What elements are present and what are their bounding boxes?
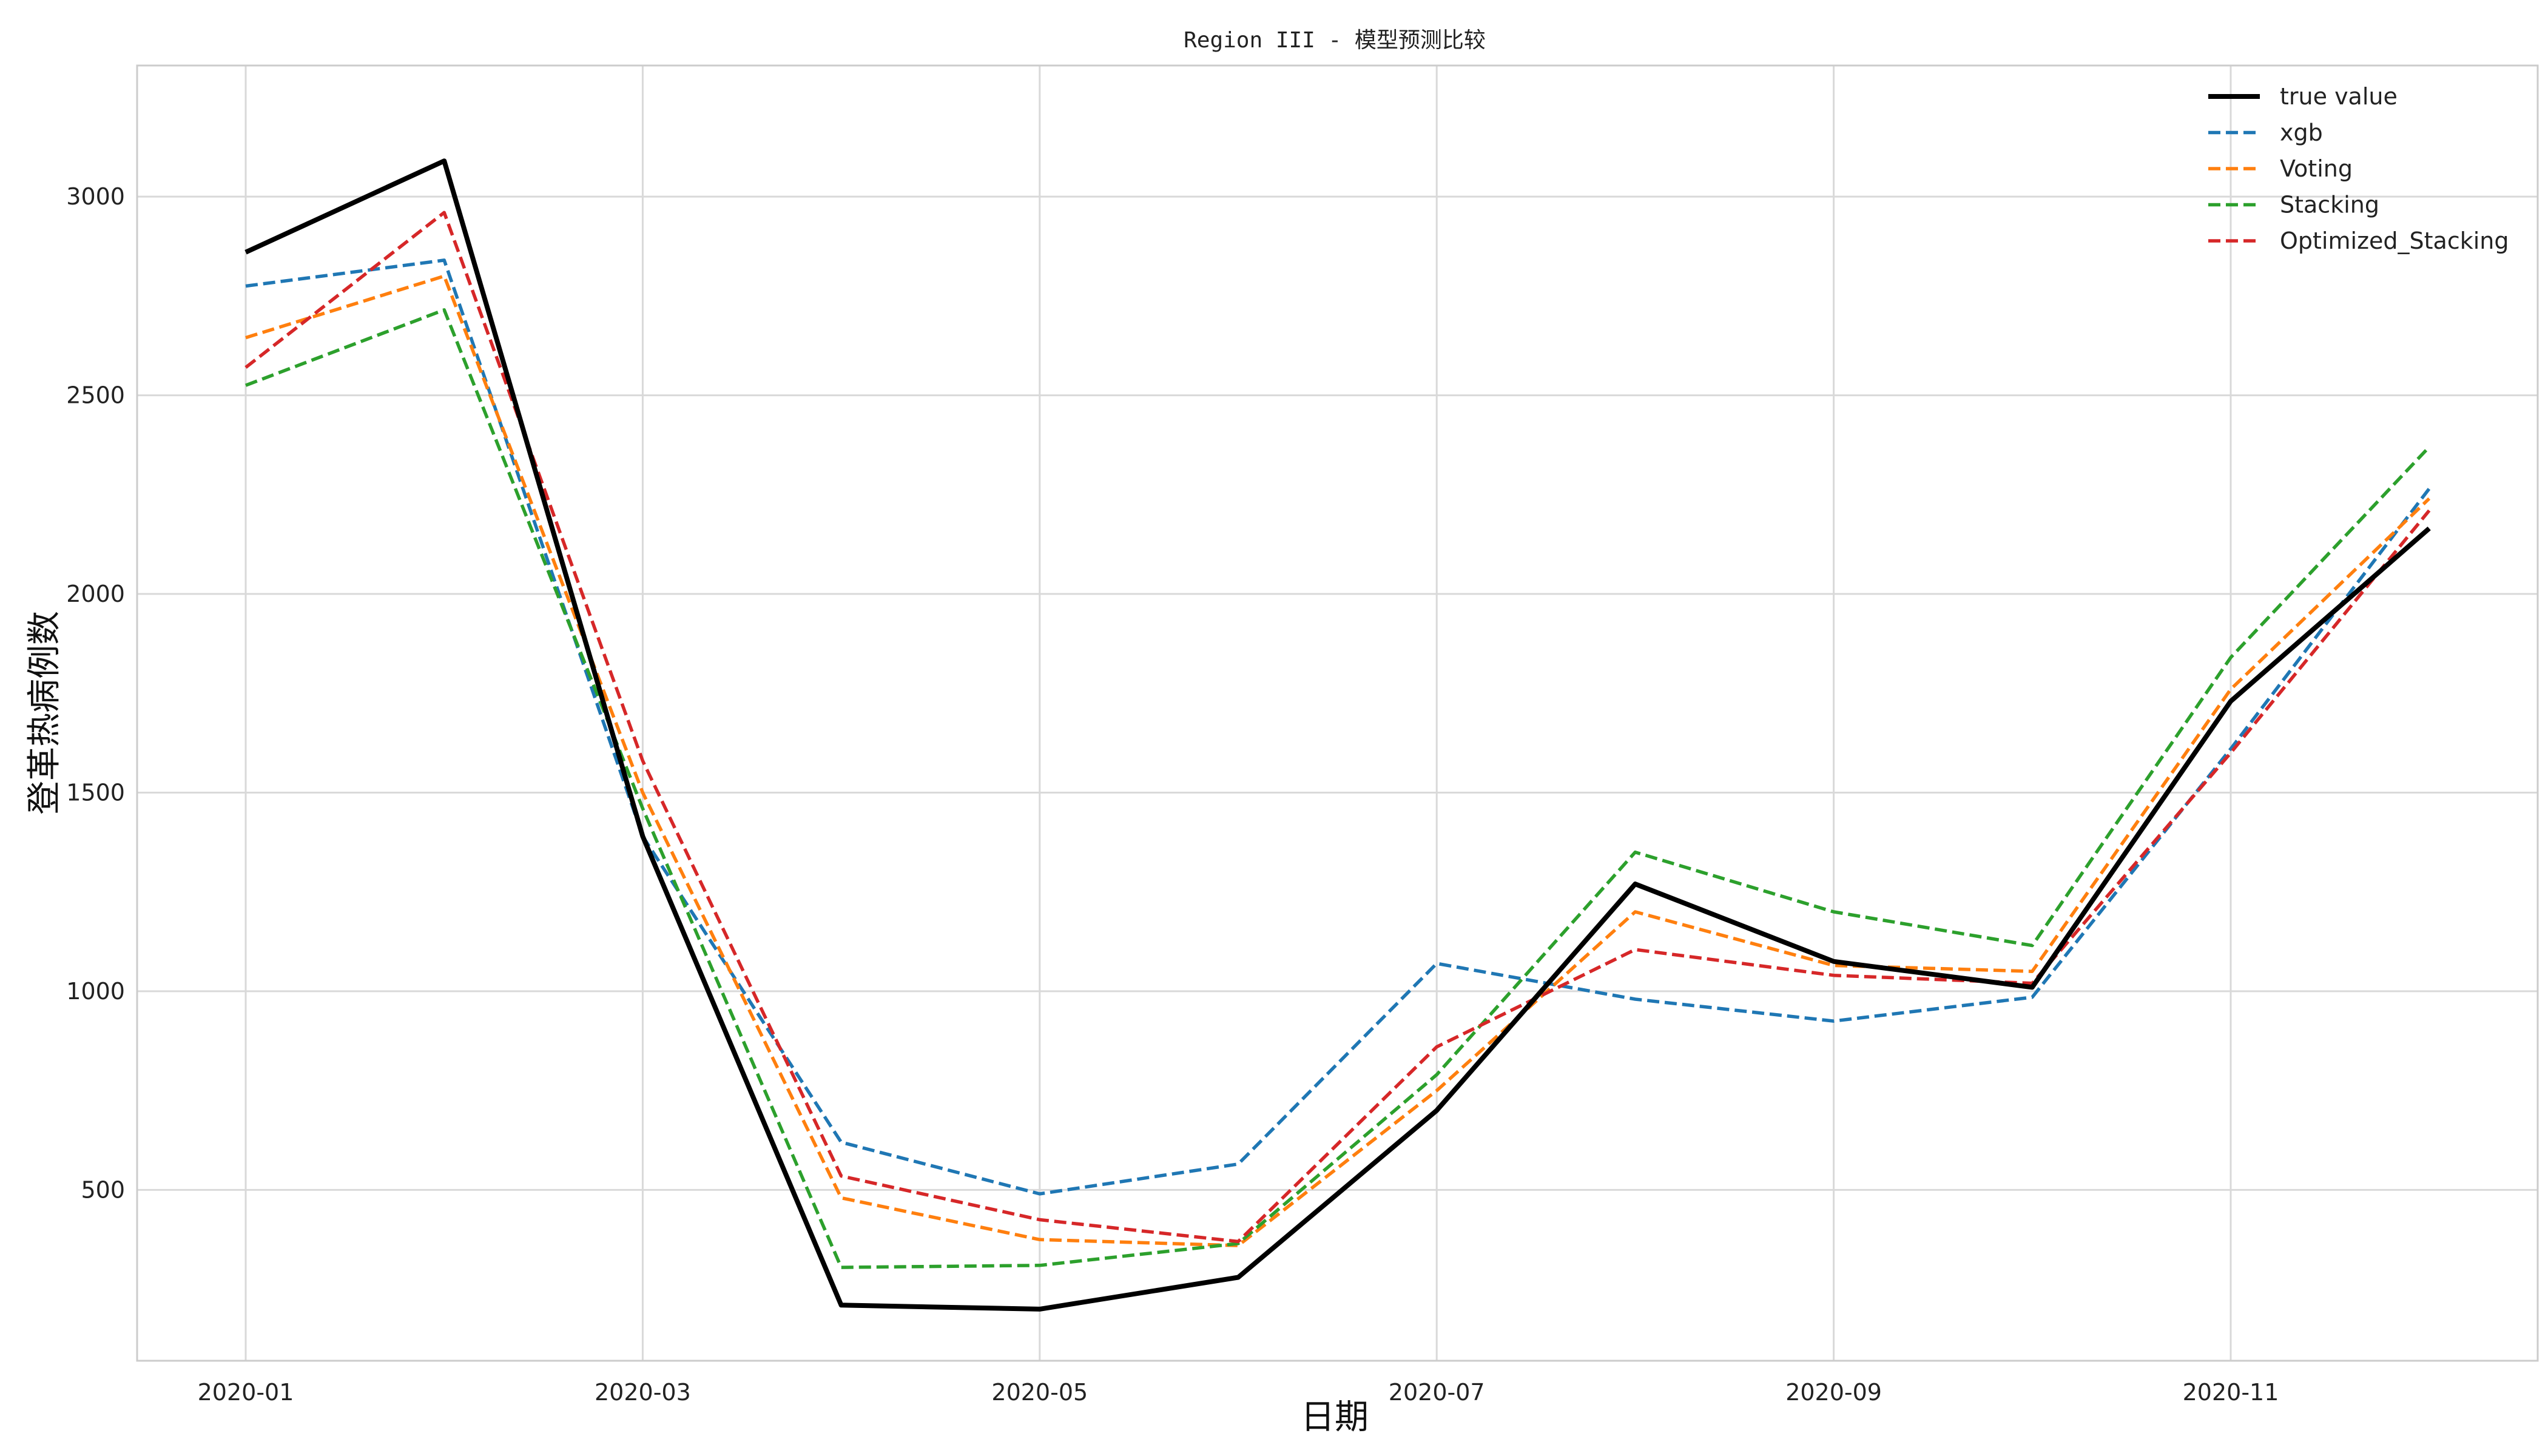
legend-label: Optimized_Stacking — [2280, 228, 2509, 254]
series-line-xgb — [245, 258, 2431, 1196]
y-tick-label: 2000 — [66, 581, 125, 607]
x-axis-label: 日期 — [1301, 1398, 1369, 1437]
y-axis-label: 登革热病例数 — [25, 611, 64, 815]
x-tick-label: 2020-09 — [1785, 1379, 1882, 1406]
y-axis-ticks: 500 1000 1500 2000 2500 3000 — [66, 183, 125, 1203]
gridlines — [137, 66, 2538, 1361]
x-tick-label: 2020-01 — [198, 1379, 294, 1406]
chart-title: Region III - 模型预测比较 — [1184, 28, 1486, 53]
x-tick-label: 2020-03 — [595, 1379, 691, 1406]
x-tick-label: 2020-05 — [991, 1379, 1088, 1406]
series-group — [244, 158, 2431, 1312]
legend-label: Voting — [2280, 155, 2353, 182]
y-tick-label: 2500 — [66, 382, 125, 409]
series-line-true-value — [244, 158, 2431, 1312]
legend: true value xgb Voting Stacking Optimized_Sta… — [2208, 83, 2509, 254]
x-axis-ticks: 2020-01 2020-03 2020-05 2020-07 2020-09 2020-… — [198, 1379, 2279, 1406]
y-tick-label: 1500 — [66, 779, 125, 806]
x-tick-label: 2020-07 — [1389, 1379, 1485, 1406]
legend-label: Stacking — [2280, 192, 2379, 218]
y-tick-label: 1000 — [66, 978, 125, 1005]
legend-label: true value — [2280, 83, 2398, 110]
plot-area-frame — [136, 64, 2539, 1362]
legend-label: xgb — [2280, 120, 2323, 146]
y-tick-label: 500 — [81, 1176, 125, 1203]
series-line-voting — [245, 274, 2431, 1247]
series-line-optimized-stacking — [244, 211, 2431, 1244]
x-tick-label: 2020-11 — [2183, 1379, 2279, 1406]
y-tick-label: 3000 — [66, 183, 125, 210]
